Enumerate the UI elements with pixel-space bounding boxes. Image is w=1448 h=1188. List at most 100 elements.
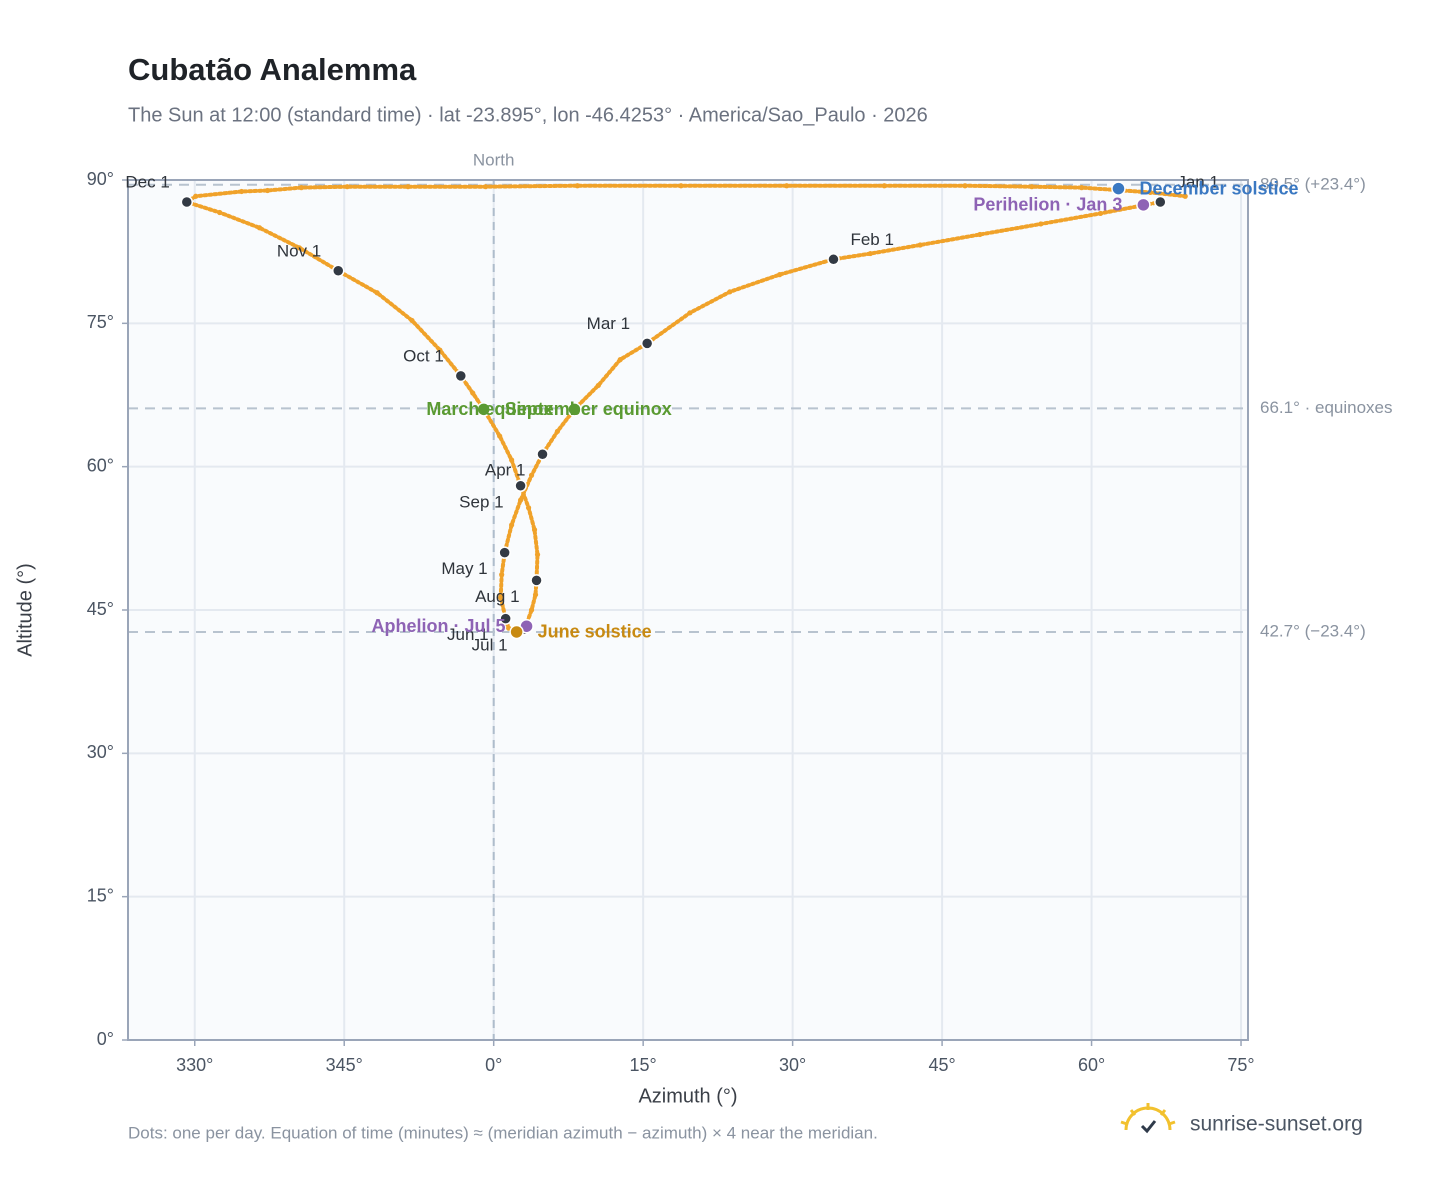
daily-dot [917,242,923,248]
event-marker [1136,197,1151,213]
month-marker [454,369,468,383]
brand-logo [1120,1103,1176,1134]
y-tick-label: 75° [87,312,114,332]
daily-dot [1038,221,1044,227]
month-marker [530,574,543,587]
month-marker [536,447,549,461]
reference-label: 89.5° (+23.4°) [1260,174,1366,193]
daily-dot [470,390,476,396]
marks [180,181,1188,640]
month-label: Jul 1 [472,636,508,655]
daily-dot [678,183,684,189]
daily-dot [344,184,350,190]
month-label: Mar 1 [587,314,630,333]
month-marker [514,479,527,493]
daily-dot [497,433,503,439]
x-tick-label: 330° [176,1055,213,1075]
daily-dot [1182,193,1188,199]
daily-dot [405,184,411,190]
month-label: Oct 1 [403,346,444,365]
month-label: May 1 [441,559,487,578]
event-label: Perihelion · Jan 3 [973,195,1122,215]
event-label: March equinox [426,399,553,419]
y-tick-label: 0° [97,1029,114,1049]
daily-dot [534,551,541,558]
month-label: Feb 1 [850,230,893,249]
month-label: Sep 1 [459,492,503,511]
daily-dot [617,357,623,363]
daily-dot [595,382,601,389]
x-tick-label: 75° [1227,1055,1254,1075]
event-marker [1111,181,1126,196]
x-tick-label: 0° [485,1055,502,1075]
brand-name: sunrise-sunset.org [1190,1113,1363,1136]
daily-dot [264,187,271,194]
daily-dot [867,250,873,257]
month-label: Aug 1 [475,587,519,606]
daily-dot [256,225,263,231]
daily-dot [498,594,504,601]
y-tick-label: 45° [87,599,114,619]
daily-dot [528,472,535,478]
chart-title: Cubatão Analemma [128,52,417,87]
daily-dot [517,497,524,503]
month-marker [640,337,654,350]
daily-dot [374,290,380,296]
month-label: Nov 1 [277,241,321,260]
chart-subtitle: The Sun at 12:00 (standard time) · lat -… [128,104,928,126]
y-axis-title: Altitude (°) [14,563,36,657]
y-tick-label: 30° [87,742,114,762]
y-tick-label: 60° [87,455,114,475]
x-tick-label: 15° [630,1055,657,1075]
x-tick-label: 345° [326,1055,363,1075]
month-marker [827,253,840,266]
daily-dot [687,310,693,316]
daily-dot [881,183,887,189]
daily-dot [217,209,223,216]
event-marker [509,624,524,640]
footnote: Dots: one per day. Equation of time (min… [128,1123,878,1142]
daily-dot [296,245,302,251]
month-label: Jun 1 [447,625,489,644]
y-tick-label: 90° [87,169,114,189]
north-label: North [473,150,515,169]
reference-label: 42.7° (−23.4°) [1260,621,1366,640]
daily-dot [727,289,733,295]
event-label: June solstice [538,622,652,642]
daily-dot [499,572,505,578]
daily-dot [1078,185,1085,191]
event-label: Aphelion · Jul 5 [372,616,506,636]
event-marker [476,402,491,417]
grid [128,179,1248,1041]
daily-dot [509,522,515,528]
month-marker [499,612,512,625]
daily-dot [532,592,539,598]
month-marker [331,264,345,278]
month-label: Jan 1 [1177,172,1219,191]
daily-dot [409,317,415,324]
y-tick-label: 15° [87,885,114,905]
daily-dot [784,183,790,189]
daily-dot [525,505,532,511]
daily-dot [238,188,245,195]
month-marker [1154,195,1167,209]
x-tick-label: 60° [1078,1055,1105,1075]
daily-dot [298,185,304,191]
x-axis-title: Azimuth (°) [638,1085,737,1107]
event-label: December solstice [1139,178,1298,198]
event-label: September equinox [505,399,672,419]
daily-dot [193,193,199,199]
month-label: Dec 1 [125,172,169,191]
month-marker [180,195,194,209]
daily-dot [483,184,489,190]
event-marker [567,402,582,417]
daily-dot [554,428,561,434]
daily-dot [1147,189,1153,196]
month-marker [498,546,511,559]
x-tick-label: 45° [928,1055,955,1075]
daily-dot [962,183,968,189]
daily-dot [1029,184,1035,190]
daily-dot [509,457,515,463]
daily-dot [437,347,443,353]
